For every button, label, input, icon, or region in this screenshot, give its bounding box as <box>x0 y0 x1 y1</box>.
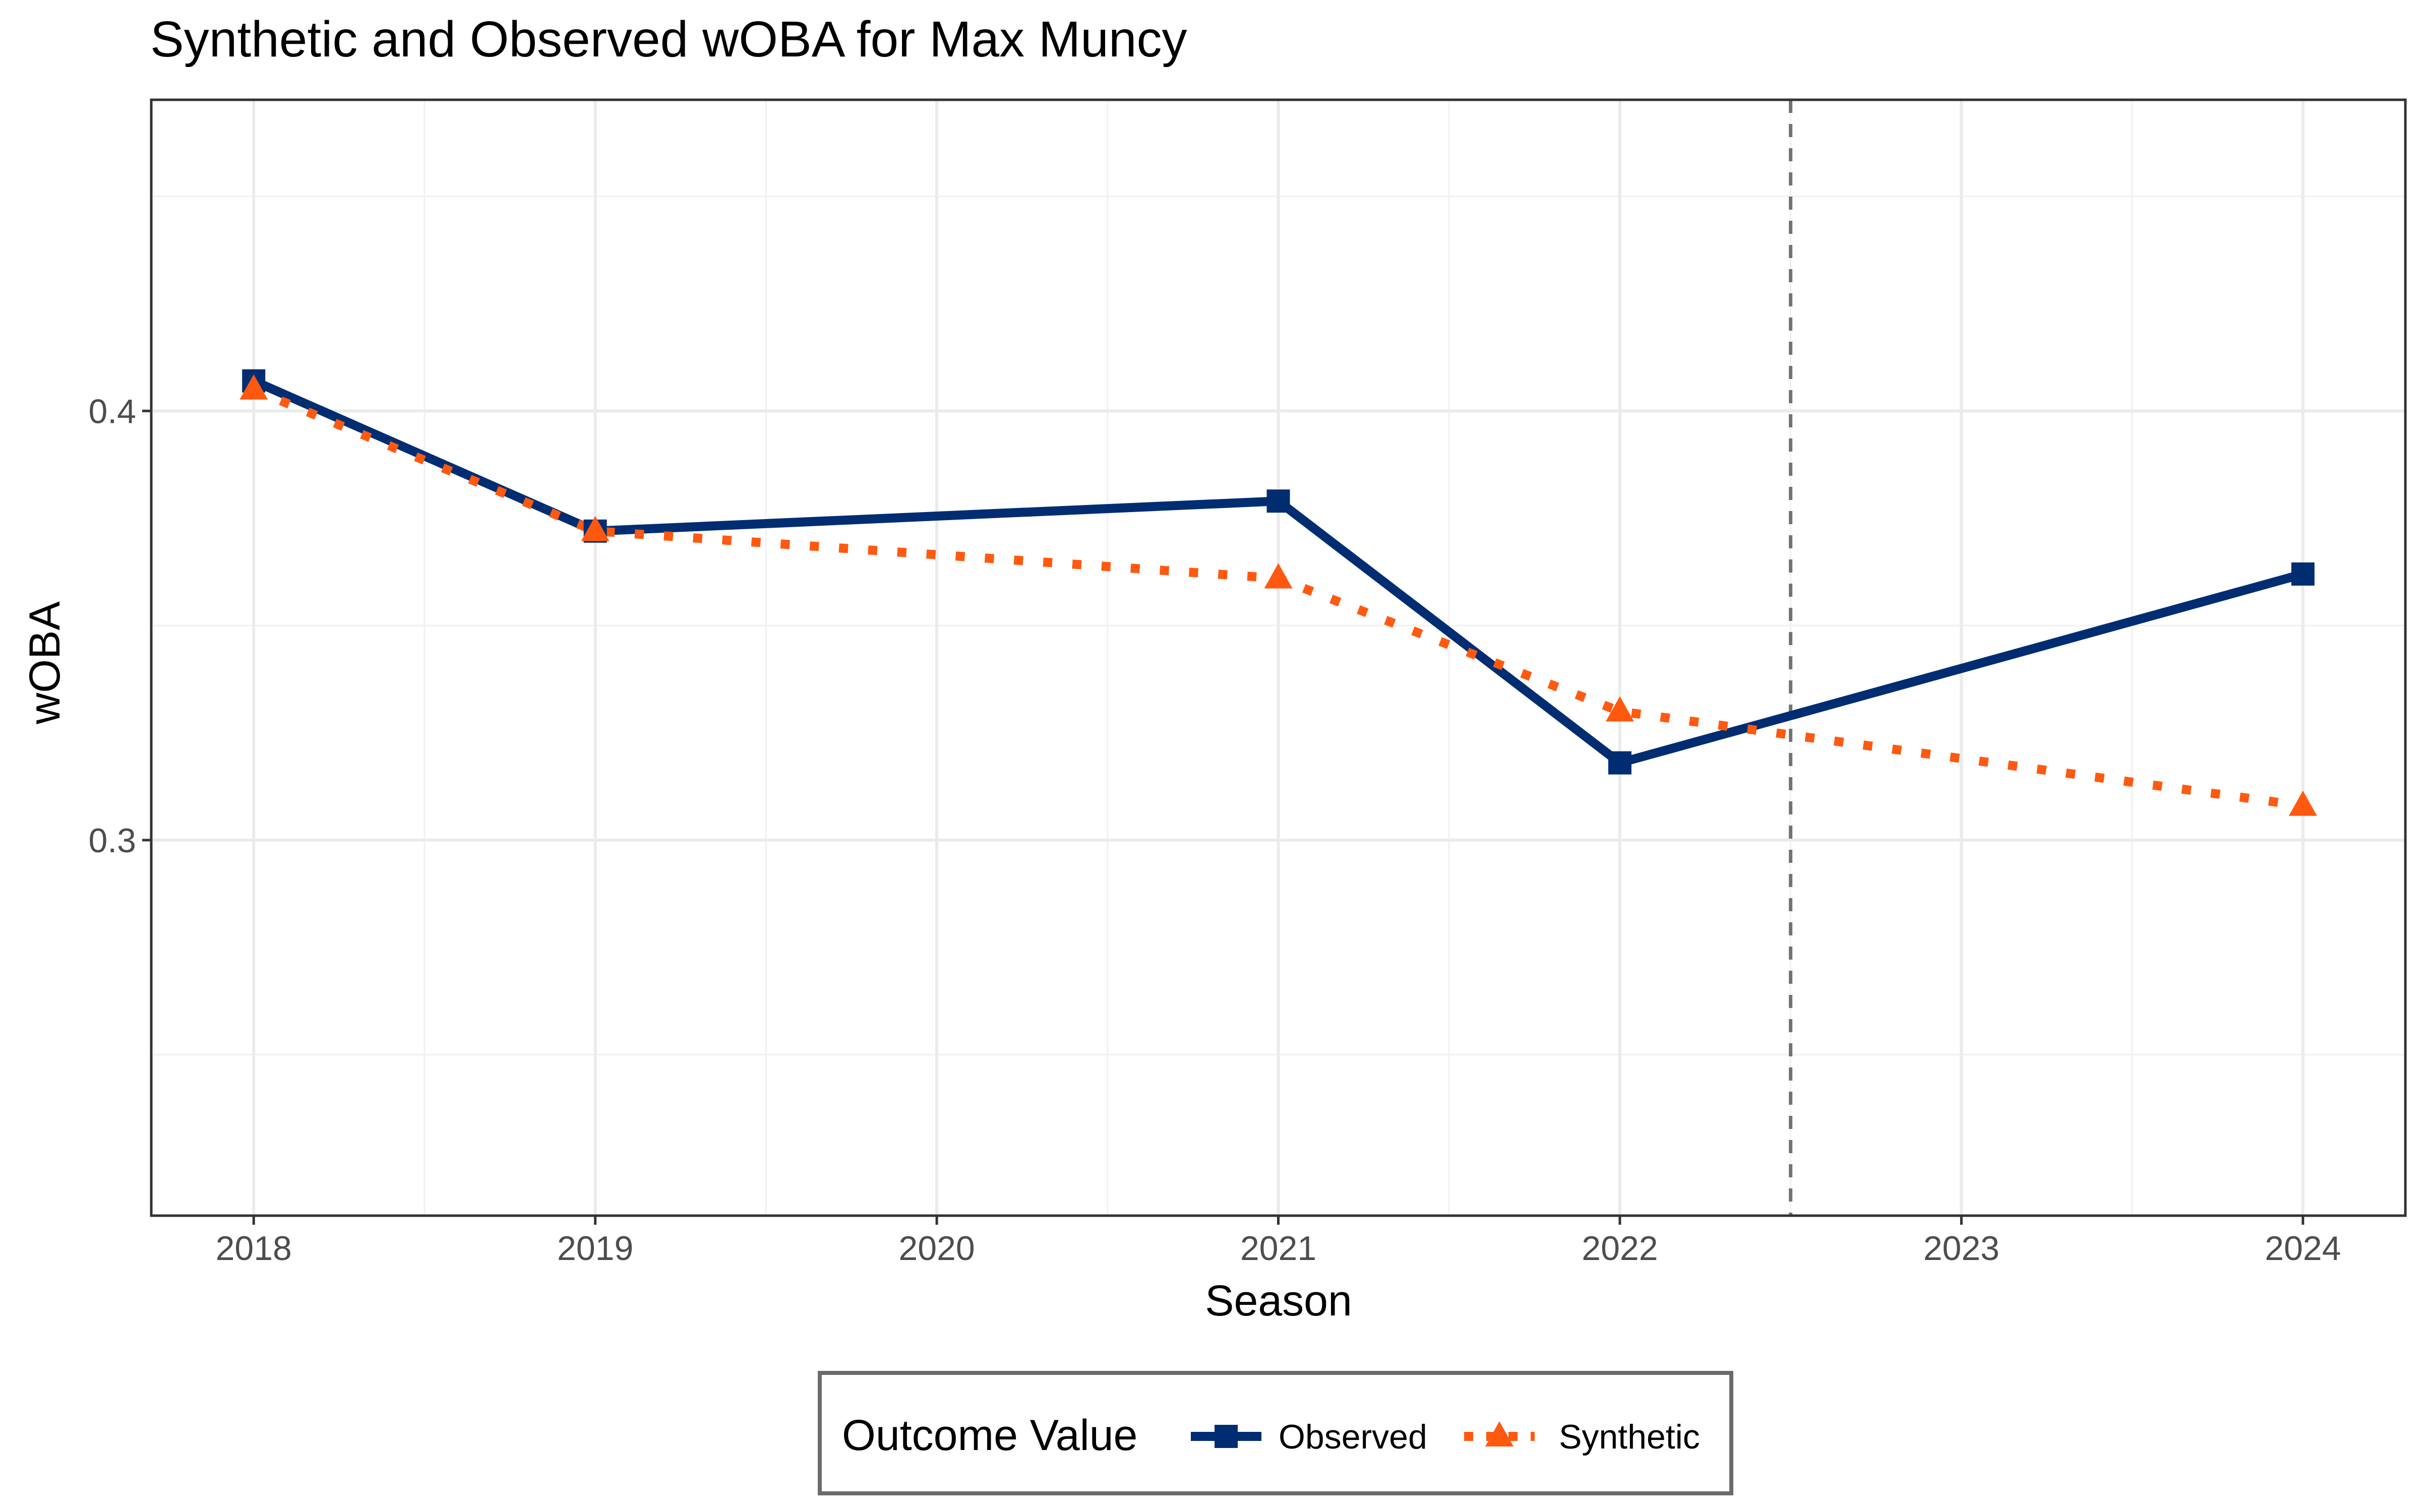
x-tick-label: 2019 <box>557 1229 633 1268</box>
x-tick-label: 2021 <box>1240 1229 1316 1268</box>
plot-panel <box>150 98 2407 1217</box>
legend-key-marker-synthetic <box>1485 1421 1514 1446</box>
point-synthetic <box>1605 696 1634 722</box>
chart-title: Synthetic and Observed wOBA for Max Munc… <box>150 11 1187 68</box>
legend-label-synthetic: Synthetic <box>1559 1418 1700 1456</box>
x-tick-label: 2023 <box>1923 1229 2000 1268</box>
x-tick-label: 2022 <box>1582 1229 1658 1268</box>
point-synthetic <box>2288 790 2317 816</box>
x-tick-label: 2020 <box>898 1229 975 1268</box>
legend-box <box>818 1371 1733 1495</box>
y-axis-ticks: 0.3 0.4 <box>88 392 151 860</box>
point-observed <box>1266 489 1290 513</box>
point-synthetic <box>581 516 610 541</box>
y-axis-title: wOBA <box>21 601 69 725</box>
legend: Outcome Value Observed Synthetic <box>818 1371 1733 1495</box>
point-synthetic <box>1264 563 1293 589</box>
legend-label-observed: Observed <box>1279 1418 1427 1456</box>
point-observed <box>2291 562 2315 586</box>
point-synthetic <box>239 374 268 400</box>
y-tick-label: 0.4 <box>88 392 136 430</box>
x-axis-title: Season <box>1205 1277 1352 1325</box>
x-tick-label: 2018 <box>216 1229 292 1268</box>
legend-key-marker-observed <box>1215 1425 1238 1448</box>
point-observed <box>1608 751 1631 775</box>
legend-title: Outcome Value <box>842 1411 1137 1460</box>
x-axis-ticks: 2018 2019 2020 2021 2022 2023 2024 <box>216 1216 2341 1268</box>
legend-keys: Observed Synthetic <box>1191 1418 1700 1456</box>
y-tick-label: 0.3 <box>88 822 136 860</box>
x-tick-label: 2024 <box>2265 1229 2341 1268</box>
